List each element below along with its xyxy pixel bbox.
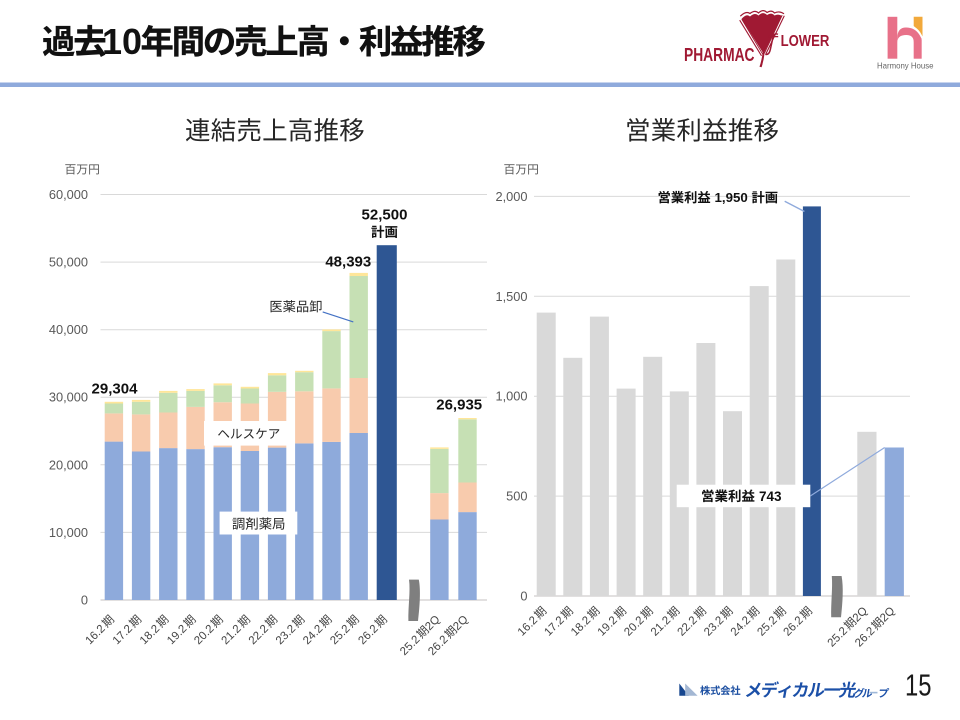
svg-text:60,000: 60,000 (49, 187, 88, 202)
svg-text:50,000: 50,000 (49, 255, 88, 270)
svg-text:24.2: 24.2 (729, 614, 753, 638)
svg-text:25.2: 25.2 (826, 625, 850, 649)
svg-text:10,000: 10,000 (49, 525, 88, 540)
svg-text:30,000: 30,000 (49, 390, 88, 405)
svg-text:20.2: 20.2 (622, 614, 646, 638)
svg-text:10: 10 (102, 21, 142, 62)
svg-text:LOWER: LOWER (781, 33, 830, 50)
svg-text:PHARMAC: PHARMAC (684, 44, 755, 65)
svg-text:20,000: 20,000 (49, 457, 88, 472)
svg-text:26.2: 26.2 (426, 634, 450, 658)
svg-text:19.2: 19.2 (596, 614, 620, 638)
svg-text:22.2: 22.2 (676, 614, 700, 638)
svg-text:21.2: 21.2 (649, 614, 673, 638)
svg-text:1,950: 1,950 (715, 190, 748, 205)
svg-text:26.2: 26.2 (782, 614, 806, 638)
svg-text:21.2: 21.2 (220, 623, 244, 647)
svg-text:25.2: 25.2 (328, 623, 352, 647)
svg-text:743: 743 (759, 489, 782, 504)
svg-text:23.2: 23.2 (702, 614, 726, 638)
svg-text:26.2: 26.2 (356, 623, 380, 647)
svg-text:48,393: 48,393 (325, 254, 371, 271)
svg-text:0: 0 (81, 593, 88, 608)
svg-text:19.2: 19.2 (165, 623, 189, 647)
svg-text:40,000: 40,000 (49, 322, 88, 337)
svg-text:17.2: 17.2 (111, 623, 135, 647)
svg-text:29,304: 29,304 (92, 381, 139, 398)
svg-text:23.2: 23.2 (274, 623, 298, 647)
svg-text:18.2: 18.2 (138, 623, 162, 647)
svg-text:24.2: 24.2 (301, 623, 325, 647)
svg-text:18.2: 18.2 (569, 614, 593, 638)
svg-text:17.2: 17.2 (542, 614, 566, 638)
svg-text:0: 0 (520, 589, 527, 604)
svg-text:22.2: 22.2 (247, 623, 271, 647)
svg-text:25.2: 25.2 (398, 634, 422, 658)
svg-text:1,500: 1,500 (495, 289, 527, 304)
svg-text:Harmony House: Harmony House (877, 62, 934, 71)
svg-text:16.2: 16.2 (84, 623, 108, 647)
svg-text:20.2: 20.2 (192, 623, 216, 647)
svg-text:15: 15 (905, 669, 932, 703)
svg-text:25.2: 25.2 (755, 614, 779, 638)
svg-text:16.2: 16.2 (516, 614, 540, 638)
svg-text:500: 500 (506, 489, 527, 504)
svg-text:1,000: 1,000 (495, 389, 527, 404)
svg-text:2,000: 2,000 (495, 189, 527, 204)
svg-text:52,500: 52,500 (362, 207, 408, 224)
svg-text:26,935: 26,935 (436, 397, 482, 414)
svg-text:26.2: 26.2 (853, 625, 877, 649)
